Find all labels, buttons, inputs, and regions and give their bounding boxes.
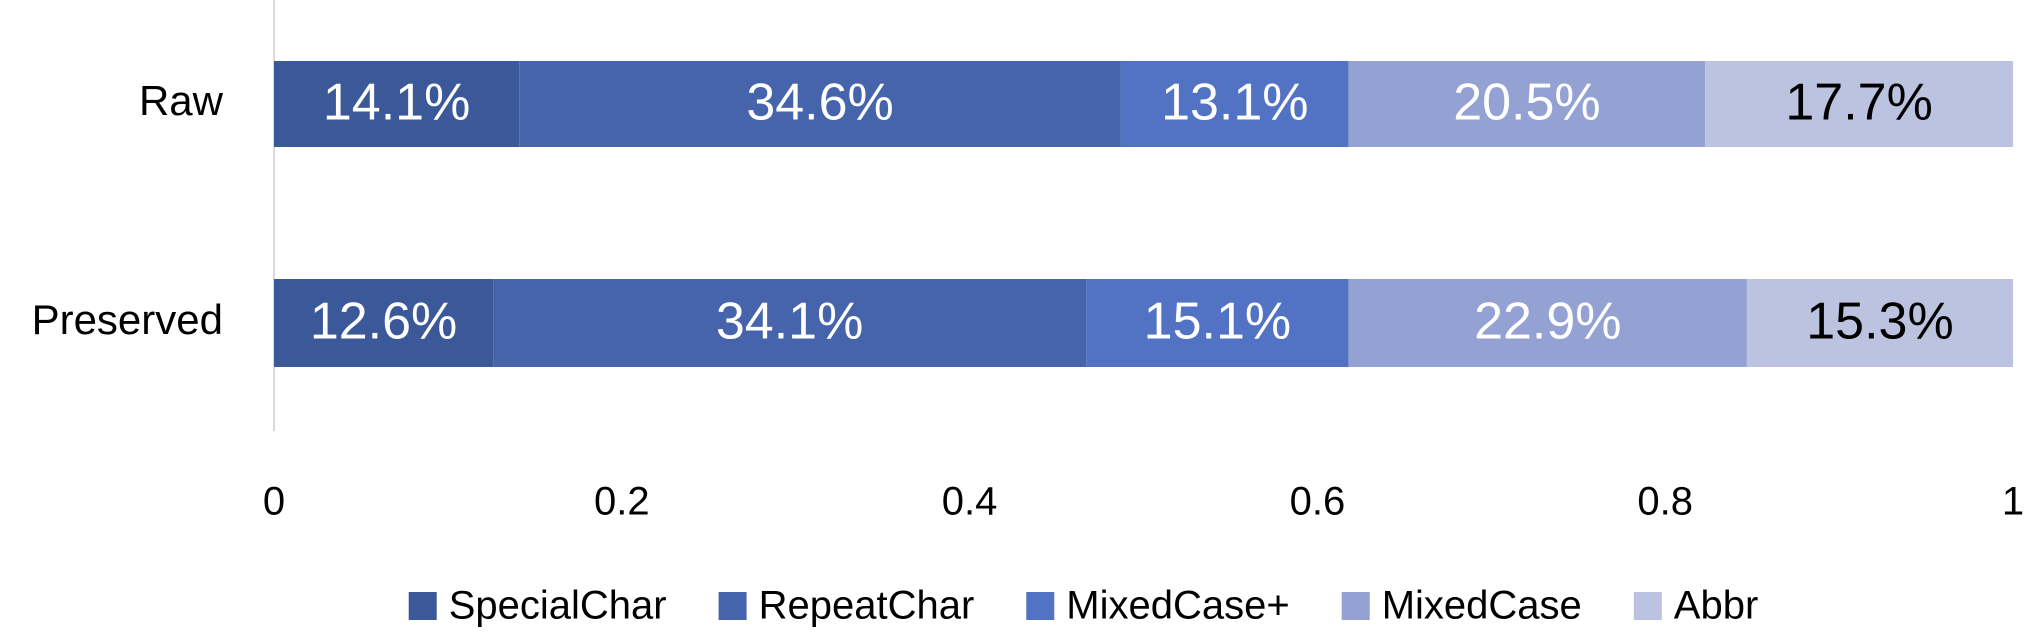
x-tick-label: 0.6 — [1290, 480, 1346, 524]
legend-swatch — [1026, 592, 1055, 620]
bar-segment — [1348, 279, 1747, 367]
bar-segment — [274, 61, 520, 147]
value-label: 14.1% — [323, 74, 470, 132]
value-label: 20.5% — [1453, 74, 1600, 132]
legend-swatch — [718, 592, 747, 620]
bar-segment — [493, 279, 1087, 367]
x-tick-label: 0 — [263, 480, 285, 524]
value-label: 15.3% — [1806, 293, 1953, 351]
value-label: 34.1% — [716, 293, 863, 351]
legend-swatch — [408, 592, 437, 620]
category-label: Preserved — [32, 296, 223, 343]
value-label: 13.1% — [1161, 74, 1308, 132]
legend-swatch — [1341, 592, 1370, 620]
bar-segment — [1746, 279, 2013, 367]
legend-label: RepeatChar — [759, 584, 975, 628]
bar-segment — [519, 61, 1121, 147]
bar-segment — [1348, 61, 1706, 147]
legend-label: SpecialChar — [449, 584, 667, 628]
value-label: 34.6% — [746, 74, 893, 132]
legend-swatch — [1633, 592, 1662, 620]
bar-segment — [1705, 61, 2013, 147]
value-label: 22.9% — [1474, 293, 1621, 351]
value-label: 12.6% — [310, 293, 457, 351]
category-label: Raw — [139, 77, 224, 124]
value-label: 17.7% — [1785, 74, 1932, 132]
bar-segment — [1086, 279, 1349, 367]
value-label: 15.1% — [1144, 293, 1291, 351]
legend-label: MixedCase+ — [1066, 584, 1289, 628]
legend-label: Abbr — [1674, 584, 1759, 628]
legend-label: MixedCase — [1382, 584, 1582, 628]
bar-segment — [274, 279, 494, 367]
bar-segment — [1120, 61, 1349, 147]
x-tick-label: 1 — [2002, 480, 2024, 524]
x-tick-label: 0.4 — [942, 480, 998, 524]
x-tick-label: 0.2 — [594, 480, 650, 524]
x-tick-label: 0.8 — [1637, 480, 1693, 524]
